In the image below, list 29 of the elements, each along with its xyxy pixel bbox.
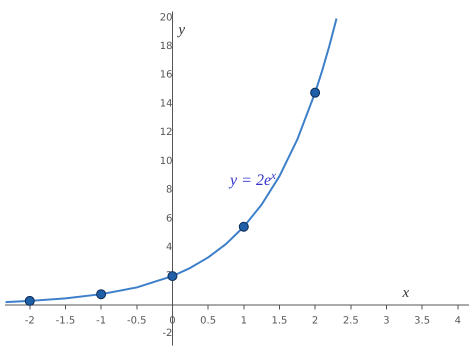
x-tick-label: 2.5 <box>342 315 359 326</box>
y-tick-label: 8 <box>166 184 172 196</box>
y-tick-label: 18 <box>160 41 172 52</box>
point <box>96 289 106 300</box>
x-tick-label: 1.5 <box>271 315 288 326</box>
y-tick-label: 14 <box>160 98 172 110</box>
x-tick-label: 2 <box>312 315 318 326</box>
x-tick-label: 0.5 <box>200 315 216 326</box>
point <box>238 222 249 232</box>
y-tick-label: 12 <box>160 127 172 138</box>
x-tick-label: -2 <box>24 315 35 326</box>
y-tick-label: -2 <box>162 328 172 340</box>
x-tick-label: -1 <box>96 315 106 326</box>
y-tick-label: 4 <box>166 242 172 253</box>
point <box>167 271 178 282</box>
x-tick-label: 4 <box>454 315 461 326</box>
x-tick-label: 3 <box>383 315 390 326</box>
y-tick-label: 16 <box>160 70 172 81</box>
x-tick-label: -1.5 <box>56 315 76 326</box>
x-tick-label: -0.5 <box>127 315 147 326</box>
x-tick-label: 3.5 <box>414 315 430 326</box>
y-tick-label: 10 <box>160 156 172 167</box>
y-axis-title: y <box>176 22 186 38</box>
x-tick-label: 1 <box>240 315 247 326</box>
x-axis-title: x <box>402 284 410 301</box>
point <box>24 296 35 306</box>
y-tick-label: 20 <box>160 12 172 24</box>
point <box>310 88 320 98</box>
y-tick-label: 6 <box>166 213 172 224</box>
